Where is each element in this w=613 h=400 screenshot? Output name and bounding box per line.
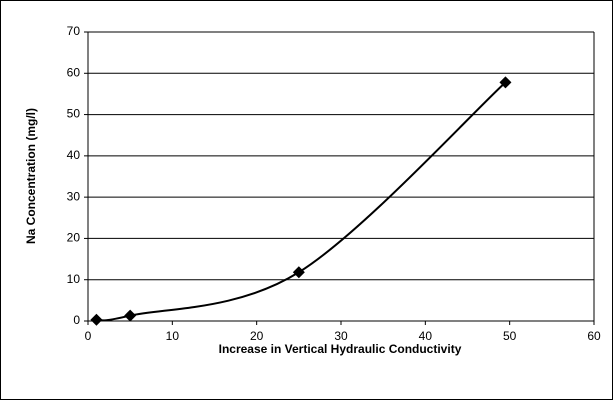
y-tick-label: 30 (67, 189, 81, 203)
x-tick-label: 0 (85, 329, 92, 343)
marker (124, 309, 137, 322)
marker (499, 76, 512, 89)
marker (292, 266, 305, 279)
x-tick-label: 40 (419, 329, 433, 343)
y-tick-label: 50 (67, 107, 81, 121)
y-tick-label: 70 (67, 24, 81, 38)
x-tick-label: 60 (587, 329, 601, 343)
x-tick-label: 30 (334, 329, 348, 343)
y-axis-label: Na Concentration (mg/l) (24, 108, 38, 244)
x-tick-label: 10 (166, 329, 180, 343)
y-tick-label: 40 (67, 148, 81, 162)
marker (90, 313, 103, 326)
x-axis-label: Increase in Vertical Hydraulic Conductiv… (219, 342, 462, 356)
x-tick-label: 50 (503, 329, 517, 343)
y-tick-label: 10 (67, 272, 81, 286)
y-tick-label: 60 (67, 65, 81, 79)
y-tick-label: 20 (67, 231, 81, 245)
x-tick-label: 20 (250, 329, 264, 343)
y-tick-label: 0 (73, 313, 80, 327)
line (96, 81, 507, 322)
